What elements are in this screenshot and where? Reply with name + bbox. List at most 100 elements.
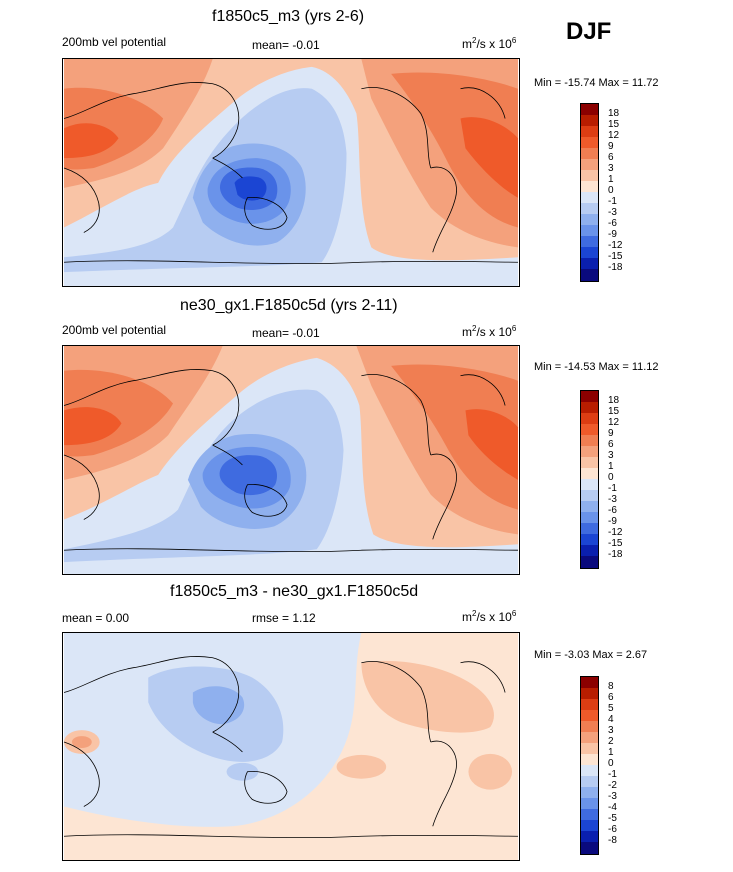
panel-3-rmse: rmse = 1.12	[252, 611, 316, 625]
contour-pos1-atl	[468, 753, 513, 790]
panel-3-swatch	[581, 721, 598, 733]
panel-1-swatch	[581, 236, 598, 248]
tick-label: 1	[608, 747, 614, 758]
panel-2-swatch	[581, 501, 598, 513]
panel-3-swatch	[581, 699, 598, 711]
panel-2-swatch	[581, 435, 598, 447]
panel-1-swatch	[581, 170, 598, 182]
panel-2-swatch	[581, 446, 598, 458]
panel-1-map	[62, 58, 520, 287]
panel-1-swatch	[581, 247, 598, 259]
tick-label: 4	[608, 714, 614, 725]
contour-pos9-west	[63, 407, 122, 446]
panel-3-mean: mean = 0.00	[62, 611, 130, 625]
panel-2-colorbar	[580, 390, 599, 569]
panel-2-left-label: 200mb vel potential	[62, 323, 167, 337]
tick-label: 1	[608, 174, 614, 185]
panel-3-swatch	[581, 831, 598, 843]
panel-3-swatch	[581, 743, 598, 755]
tick-label: 12	[608, 417, 620, 428]
panel-2-swatch	[581, 490, 598, 502]
tick-label: 9	[608, 428, 614, 439]
coastlines	[63, 369, 519, 553]
tick-label: -9	[608, 229, 617, 240]
tick-label: -4	[608, 802, 617, 813]
panel-1-mean: mean= -0.01	[252, 38, 320, 52]
panel-1-swatch	[581, 104, 598, 116]
tick-label: 6	[608, 152, 614, 163]
panel-3-swatch	[581, 732, 598, 744]
contour-pos2-west	[71, 736, 92, 748]
contour-neg15	[234, 176, 267, 201]
panel-2-swatch	[581, 545, 598, 557]
tick-label: -15	[608, 251, 623, 262]
contour-pos6-east	[391, 364, 519, 510]
panel-2-swatch	[581, 556, 598, 568]
panel-1-swatch	[581, 203, 598, 215]
panel-3-swatch	[581, 809, 598, 821]
panel-1-swatch	[581, 115, 598, 127]
tick-label: -1	[608, 196, 617, 207]
tick-label: -6	[608, 218, 617, 229]
tick-label: -3	[608, 791, 617, 802]
panel-1-colorbar	[580, 103, 599, 282]
tick-label: -1	[608, 483, 617, 494]
tick-label: -15	[608, 538, 623, 549]
tick-label: -18	[608, 262, 623, 273]
panel-2-swatch	[581, 391, 598, 403]
tick-label: -8	[608, 835, 617, 846]
panel-3-swatch	[581, 754, 598, 766]
coastlines	[63, 656, 519, 839]
tick-label: 8	[608, 681, 614, 692]
panel-3-minmax: Min = -3.03 Max = 2.67	[534, 649, 648, 661]
panel-2-minmax: Min = -14.53 Max = 11.12	[534, 361, 659, 373]
panel-1-swatch	[581, 269, 598, 281]
panel-1-swatch	[581, 137, 598, 149]
tick-label: -3	[608, 207, 617, 218]
tick-label: 0	[608, 472, 614, 483]
panel-3-swatch	[581, 688, 598, 700]
tick-label: -12	[608, 527, 623, 538]
contour-pos9-west	[64, 123, 119, 159]
tick-label: 9	[608, 141, 614, 152]
tick-label: 0	[608, 758, 614, 769]
panel-1-swatch	[581, 258, 598, 270]
tick-label: 18	[608, 395, 620, 406]
panel-2-map	[62, 345, 520, 575]
contour-pos6-east	[391, 72, 518, 228]
tick-label: 0	[608, 185, 614, 196]
panel-2-mean: mean= -0.01	[252, 326, 320, 340]
panel-3-swatch	[581, 776, 598, 788]
panel-2-title: ne30_gx1.F1850c5d (yrs 2-11)	[180, 297, 398, 314]
panel-2-swatch	[581, 512, 598, 524]
contour-pos9-east	[460, 117, 518, 198]
panel-1-swatch	[581, 126, 598, 138]
panel-1-swatch	[581, 159, 598, 171]
tick-label: -6	[608, 824, 617, 835]
tick-label: 6	[608, 439, 614, 450]
tick-label: 3	[608, 163, 614, 174]
tick-label: 15	[608, 119, 620, 130]
panel-2-swatch	[581, 523, 598, 535]
panel-3-colorbar	[580, 676, 599, 855]
panel-3-map	[62, 632, 520, 861]
tick-label: -6	[608, 505, 617, 516]
panel-3-swatch	[581, 765, 598, 777]
panel-2-swatch	[581, 457, 598, 469]
panel-2-units: m2/s x 106	[462, 324, 517, 339]
panel-1-left-label: 200mb vel potential	[62, 35, 167, 49]
tick-label: 5	[608, 703, 614, 714]
tick-label: 18	[608, 108, 620, 119]
panel-2-swatch	[581, 479, 598, 491]
panel-3-swatch	[581, 677, 598, 689]
panel-2-swatch	[581, 413, 598, 425]
tick-label: -12	[608, 240, 623, 251]
contour-pos1-east	[361, 660, 494, 733]
tick-label: 6	[608, 692, 614, 703]
contour-pos9-east	[465, 409, 519, 480]
season-label: DJF	[566, 18, 612, 45]
panel-3-swatch	[581, 710, 598, 722]
panel-1-swatch	[581, 214, 598, 226]
panel-3-swatch	[581, 787, 598, 799]
panel-1-swatch	[581, 181, 598, 193]
